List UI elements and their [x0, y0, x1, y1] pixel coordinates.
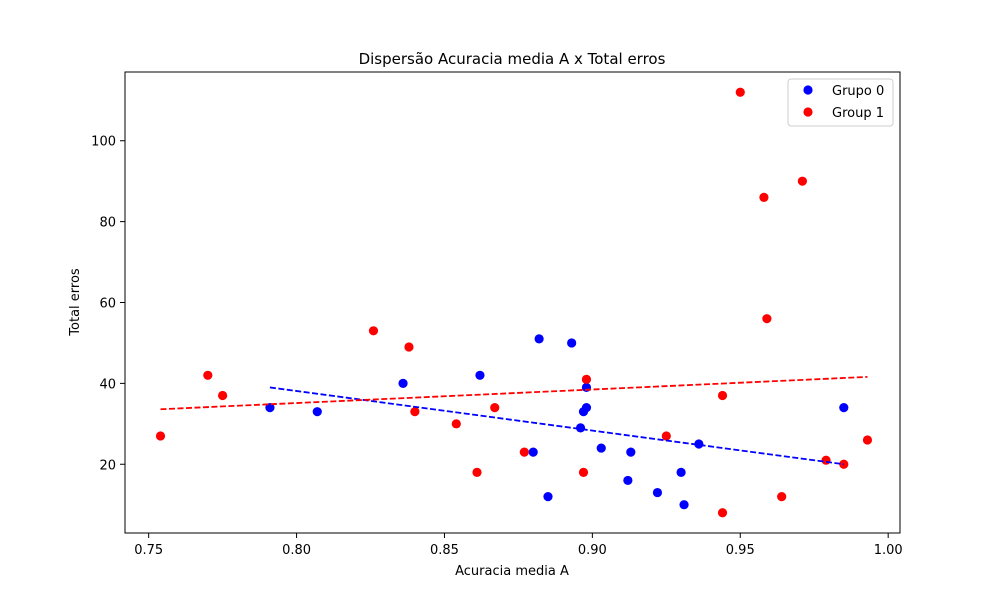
data-point-series-1: [581, 374, 592, 384]
data-point-series-0: [543, 492, 553, 502]
data-point-series-0: [596, 443, 606, 453]
chart-title: Dispersão Acuracia media A x Total erros: [359, 50, 666, 68]
data-point-series-1: [759, 192, 769, 202]
data-point-series-0: [398, 378, 408, 388]
y-axis-label: Total erros: [68, 268, 83, 337]
data-point-series-1: [368, 326, 379, 336]
x-tick-label: 1.00: [874, 543, 903, 558]
y-tick-label: 20: [99, 458, 116, 473]
data-point-series-0: [534, 334, 544, 344]
data-point-series-0: [265, 403, 275, 413]
y-axis-ticks: 20 40 60 80 100: [91, 135, 125, 473]
data-point-series-0: [652, 487, 663, 498]
data-point-series-1: [155, 431, 166, 441]
legend-marker: [803, 85, 813, 95]
data-point-series-1: [410, 407, 420, 417]
data-point-series-0: [694, 439, 704, 449]
data-point-series-1: [218, 390, 228, 401]
data-point-series-0: [676, 467, 686, 477]
x-axis-label: Acuracia media A: [455, 564, 569, 579]
data-point-series-0: [623, 475, 633, 486]
data-point-series-0: [312, 407, 322, 417]
trend-line-series-1: [160, 376, 868, 411]
legend-box: [787, 78, 894, 127]
y-tick-label: 40: [99, 377, 116, 392]
x-tick-label: 0.80: [282, 543, 311, 558]
data-point-series-1: [762, 314, 772, 324]
data-point-series-0: [475, 370, 485, 380]
data-point-series-1: [717, 508, 728, 518]
data-point-series-1: [862, 435, 873, 445]
data-point-series-1: [472, 467, 482, 477]
data-point-series-1: [777, 492, 787, 502]
x-axis-ticks: 0.75 0.80 0.85 0.90 0.95 1.00: [134, 533, 903, 558]
data-point-series-0: [567, 338, 577, 348]
data-point-series-1: [661, 431, 671, 441]
legend-marker: [803, 107, 813, 117]
x-tick-label: 0.75: [134, 543, 163, 558]
data-point-series-0: [581, 403, 592, 413]
y-tick-label: 60: [99, 297, 116, 312]
data-point-series-1: [821, 455, 831, 465]
x-tick-label: 0.95: [726, 543, 755, 558]
legend-label: Grupo 0: [832, 84, 884, 99]
data-point-series-1: [519, 447, 529, 457]
data-point-series-0: [839, 403, 849, 413]
data-point-series-1: [490, 403, 500, 413]
data-point-series-0: [679, 500, 689, 510]
data-point-series-1: [203, 370, 213, 380]
data-point-series-1: [797, 176, 807, 186]
y-tick-label: 100: [91, 135, 116, 150]
legend-label: Group 1: [832, 106, 884, 121]
data-point-series-0: [528, 447, 538, 457]
x-tick-label: 0.85: [430, 543, 459, 558]
data-point-series-1: [578, 467, 589, 477]
data-point-series-1: [735, 87, 745, 97]
data-point-series-0: [626, 447, 636, 457]
trend-lines: [160, 376, 868, 466]
data-point-series-1: [404, 342, 414, 352]
data-point-series-1: [717, 390, 728, 401]
x-tick-label: 0.90: [578, 543, 607, 558]
legend: Grupo 0 Group 1: [787, 78, 894, 127]
data-point-series-1: [451, 419, 461, 429]
y-tick-label: 80: [99, 216, 116, 231]
